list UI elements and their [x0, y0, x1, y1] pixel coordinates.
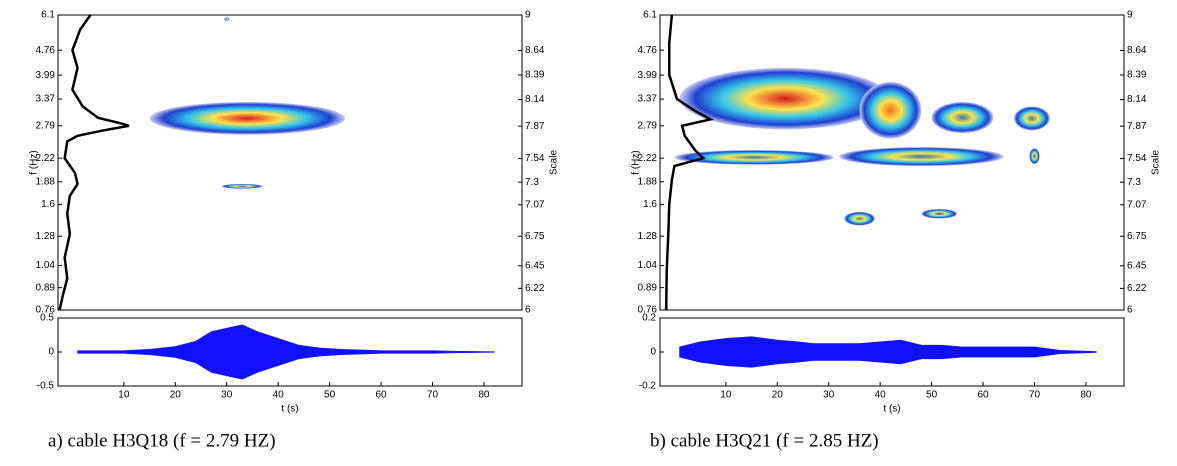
y-axis-label: f (Hz) — [29, 150, 40, 174]
power-blob — [679, 67, 891, 130]
y2-tick-label: 8.39 — [1127, 70, 1147, 81]
power-blob — [1013, 106, 1050, 131]
power-blob — [224, 17, 230, 21]
caption: a) cable H3Q18 (f = 2.79 HZ) — [48, 430, 276, 451]
x-tick-label: 40 — [273, 390, 285, 401]
y2-tick-label: 6.45 — [1127, 260, 1147, 271]
x-tick-label: 10 — [118, 390, 130, 401]
y-tick-label: 1.04 — [638, 260, 658, 271]
signal-y-tick-label: 0 — [48, 347, 54, 358]
y-tick-label: 6.1 — [41, 10, 55, 21]
y2-axis-label: Scale — [549, 150, 560, 175]
y2-tick-label: 8.39 — [525, 70, 545, 81]
power-blob — [1029, 148, 1040, 165]
power-blob — [931, 102, 994, 134]
y-tick-label: 1.88 — [36, 176, 56, 187]
power-blob — [839, 147, 1004, 167]
y2-tick-label: 8.14 — [525, 94, 545, 105]
x-tick-label: 60 — [375, 390, 387, 401]
y-tick-label: 2.22 — [36, 153, 56, 164]
y2-tick-label: 6.22 — [525, 283, 545, 294]
y-tick-label: 3.37 — [638, 94, 658, 105]
global-spectrum — [58, 14, 130, 311]
y-tick-label: 1.04 — [36, 260, 56, 271]
y2-tick-label: 7.3 — [1127, 177, 1141, 188]
y-tick-label: 0.89 — [36, 282, 56, 293]
x-tick-label: 50 — [324, 390, 336, 401]
plot-frame — [659, 14, 1125, 311]
y2-tick-label: 7.3 — [525, 177, 539, 188]
signal-y-tick-label: 0.2 — [642, 313, 656, 324]
power-blob — [221, 183, 263, 189]
y2-axis-label: Scale — [1151, 150, 1162, 175]
y-tick-label: 3.99 — [36, 70, 56, 81]
power-blob — [149, 102, 346, 135]
x-axis-label: t (s) — [883, 404, 900, 415]
signal-y-tick-label: 0.5 — [40, 313, 54, 324]
x-axis-label: t (s) — [281, 404, 298, 415]
y2-tick-label: 7.54 — [525, 153, 545, 164]
y2-tick-label: 7.07 — [1127, 199, 1147, 210]
y2-tick-label: 7.54 — [1127, 153, 1147, 164]
y-tick-label: 0.89 — [638, 282, 658, 293]
y-tick-label: 1.6 — [41, 199, 55, 210]
y2-tick-label: 9 — [525, 10, 531, 21]
y2-tick-label: 6.22 — [1127, 283, 1147, 294]
y2-tick-label: 7.07 — [525, 199, 545, 210]
y2-tick-label: 8.64 — [525, 45, 545, 56]
y-tick-label: 1.88 — [638, 176, 658, 187]
y-tick-label: 0.76 — [36, 305, 56, 316]
x-tick-label: 60 — [977, 390, 989, 401]
x-tick-label: 80 — [1080, 390, 1092, 401]
x-tick-label: 40 — [875, 390, 887, 401]
plot-frame — [57, 14, 523, 311]
y2-tick-label: 7.87 — [525, 121, 545, 132]
y-tick-label: 3.37 — [36, 94, 56, 105]
y-tick-label: 2.79 — [36, 120, 56, 131]
caption: b) cable H3Q21 (f = 2.85 HZ) — [650, 430, 879, 451]
y-tick-label: 1.6 — [643, 199, 657, 210]
x-tick-label: 50 — [926, 390, 938, 401]
y2-tick-label: 6.75 — [1127, 231, 1147, 242]
signal-envelope — [77, 324, 495, 380]
y-tick-label: 4.76 — [638, 45, 658, 56]
x-tick-label: 70 — [1029, 390, 1041, 401]
y2-tick-label: 7.87 — [1127, 121, 1147, 132]
x-tick-label: 80 — [478, 390, 490, 401]
y-tick-label: 2.22 — [638, 153, 658, 164]
signal-envelope — [679, 336, 1097, 368]
x-tick-label: 30 — [221, 390, 233, 401]
x-tick-label: 20 — [772, 390, 784, 401]
x-tick-label: 10 — [720, 390, 732, 401]
power-blob — [921, 209, 958, 219]
y-tick-label: 2.79 — [638, 120, 658, 131]
y-axis-label: f (Hz) — [631, 150, 642, 174]
y2-tick-label: 8.64 — [1127, 45, 1147, 56]
x-tick-label: 30 — [823, 390, 835, 401]
y-tick-label: 4.76 — [36, 45, 56, 56]
signal-y-tick-label: -0.5 — [37, 381, 55, 392]
power-blob — [844, 211, 876, 226]
y-tick-label: 3.99 — [638, 70, 658, 81]
y2-tick-label: 6 — [1127, 305, 1133, 316]
y-tick-label: 1.28 — [638, 231, 658, 242]
power-blob — [674, 150, 834, 165]
global-spectrum — [664, 14, 714, 311]
y2-tick-label: 8.14 — [1127, 94, 1147, 105]
power-blob — [859, 82, 922, 139]
y2-tick-label: 6.75 — [525, 231, 545, 242]
x-tick-label: 70 — [427, 390, 439, 401]
y-tick-label: 1.28 — [36, 231, 56, 242]
y-tick-label: 0.76 — [638, 305, 658, 316]
y2-tick-label: 9 — [1127, 10, 1133, 21]
signal-y-tick-label: -0.2 — [639, 381, 657, 392]
y-tick-label: 6.1 — [643, 10, 657, 21]
y2-tick-label: 6.45 — [525, 260, 545, 271]
signal-y-tick-label: 0 — [650, 347, 656, 358]
x-tick-label: 20 — [170, 390, 182, 401]
y2-tick-label: 6 — [525, 305, 531, 316]
